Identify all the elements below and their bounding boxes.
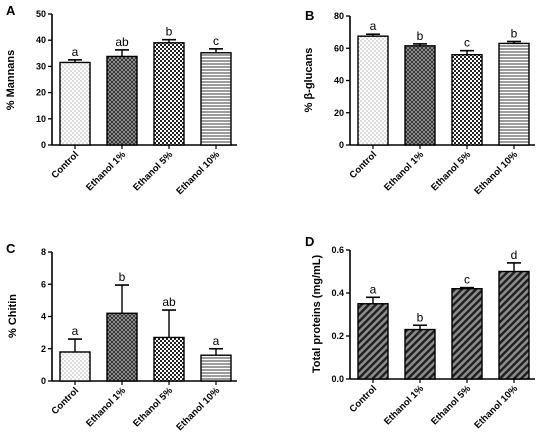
y-tick-label: 80 <box>334 11 344 21</box>
x-tick-label: Ethanol 1% <box>84 149 128 193</box>
y-tick-label: 0.0 <box>331 374 344 384</box>
x-tick-label: Ethanol 1% <box>382 149 426 193</box>
significance-label: a <box>370 282 377 296</box>
x-tick-label: Control <box>347 383 379 415</box>
y-axis-label: % β-glucans <box>303 48 315 113</box>
significance-label: c <box>464 36 470 50</box>
bar <box>498 42 530 146</box>
bar <box>59 351 91 382</box>
y-tick-label: 0 <box>41 140 46 150</box>
x-tick-label: Control <box>347 149 379 181</box>
x-tick-label: Control <box>49 385 81 417</box>
x-tick-label: Ethanol 10% <box>472 149 520 197</box>
x-tick-label: Ethanol 5% <box>429 383 473 427</box>
y-tick-label: 2 <box>41 344 46 354</box>
significance-label: ab <box>115 35 129 49</box>
bar <box>451 288 483 380</box>
significance-label: b <box>119 270 126 284</box>
x-tick-label: Ethanol 5% <box>131 385 175 429</box>
x-tick-label: Ethanol 10% <box>174 149 222 197</box>
y-tick-label: 30 <box>36 61 46 71</box>
y-tick-label: 40 <box>36 35 46 45</box>
significance-label: a <box>370 19 377 33</box>
y-tick-label: 50 <box>36 9 46 19</box>
panel-letter: D <box>305 234 314 249</box>
significance-label: c <box>464 273 470 287</box>
y-axis-label: Total proteins (mg/mL) <box>311 254 323 373</box>
bar <box>106 55 138 146</box>
y-tick-label: 0.2 <box>331 331 344 341</box>
bar <box>153 336 185 382</box>
y-tick-label: 10 <box>36 114 46 124</box>
significance-label: b <box>417 29 424 43</box>
y-axis-label: % Chitin <box>7 294 19 338</box>
bar <box>451 54 483 146</box>
y-tick-label: 0 <box>41 376 46 386</box>
y-tick-label: 8 <box>41 247 46 257</box>
panel-letter: C <box>6 241 16 256</box>
significance-label: b <box>166 25 173 39</box>
bar <box>200 52 232 146</box>
panel-a: A % Mannans 0 10 20 30 40 50 a Control ab Ethanol… <box>5 3 237 197</box>
panel-c: C % Chitin 0 2 4 6 8 a Control b Ethanol 1% ab Eth… <box>6 241 237 433</box>
x-tick-label: Control <box>49 149 81 181</box>
significance-label: a <box>213 334 220 348</box>
significance-label: b <box>511 26 518 40</box>
bar <box>106 312 138 382</box>
bar <box>59 61 91 146</box>
y-tick-label: 20 <box>334 108 344 118</box>
panel-b: B % β-glucans 0 20 40 60 80 a Control b Ethanol … <box>303 8 535 197</box>
significance-label: c <box>213 34 219 48</box>
significance-label: a <box>72 45 79 59</box>
y-tick-label: 40 <box>334 76 344 86</box>
bar <box>200 354 232 382</box>
y-tick-label: 0.6 <box>331 245 344 255</box>
y-tick-label: 0.4 <box>331 288 344 298</box>
x-tick-label: Ethanol 5% <box>131 149 175 193</box>
y-axis-label: % Mannans <box>5 50 17 111</box>
panel-letter: B <box>305 8 314 23</box>
significance-label: d <box>511 248 518 262</box>
bar <box>498 270 530 380</box>
bar <box>404 45 436 146</box>
x-tick-label: Ethanol 1% <box>382 383 426 427</box>
y-tick-label: 6 <box>41 279 46 289</box>
significance-label: a <box>72 324 79 338</box>
x-tick-label: Ethanol 10% <box>174 385 222 433</box>
panel-letter: A <box>6 3 16 18</box>
x-tick-label: Ethanol 1% <box>84 385 128 429</box>
y-tick-label: 60 <box>334 43 344 53</box>
significance-label: b <box>417 310 424 324</box>
x-tick-label: Ethanol 10% <box>472 383 520 431</box>
bar <box>153 42 185 146</box>
bar <box>357 303 389 380</box>
bar <box>404 328 436 380</box>
panel-d: D Total proteins (mg/mL) 0.0 0.2 0.4 0.6 a Co… <box>305 234 535 431</box>
y-tick-label: 4 <box>41 312 46 322</box>
significance-label: ab <box>162 295 176 309</box>
bar <box>357 35 389 146</box>
y-tick-label: 20 <box>36 88 46 98</box>
y-tick-label: 0 <box>339 140 344 150</box>
x-tick-label: Ethanol 5% <box>429 149 473 193</box>
